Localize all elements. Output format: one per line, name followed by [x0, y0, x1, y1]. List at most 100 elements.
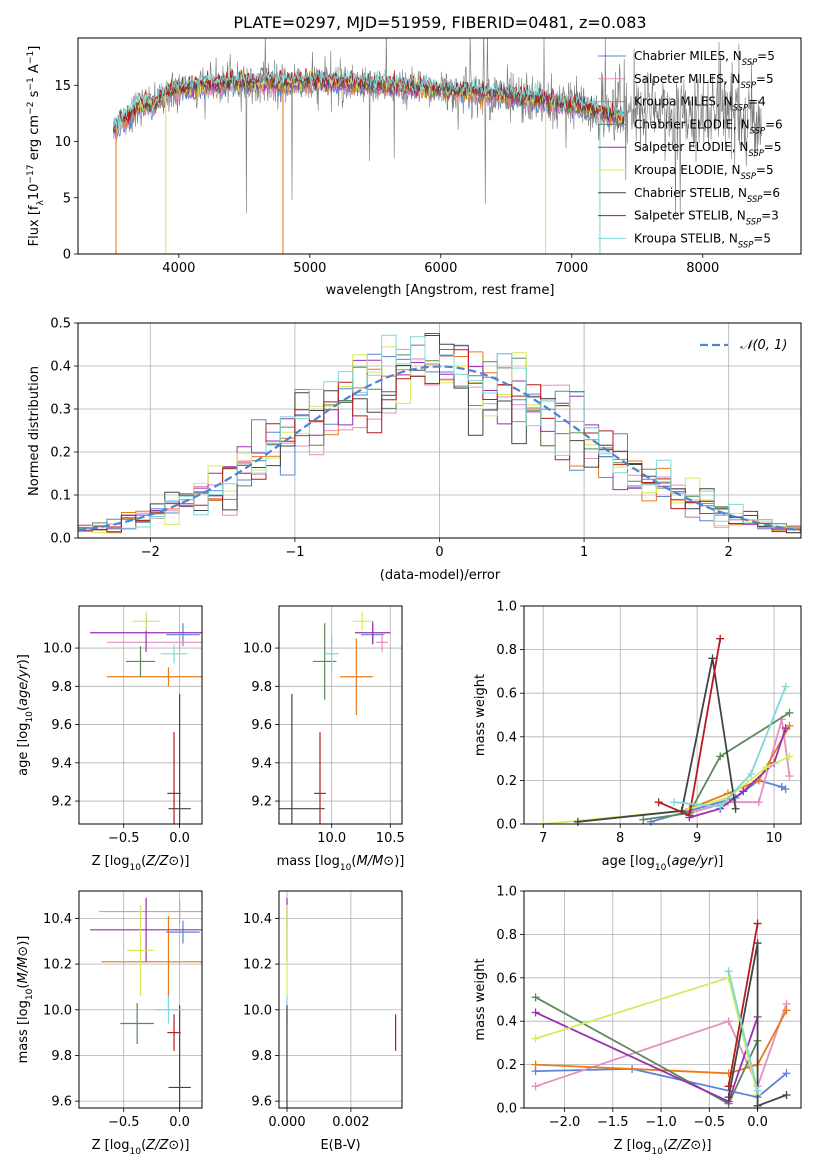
label-part: erg cm	[27, 115, 42, 164]
label-part: age/yr	[16, 663, 31, 706]
label-part: Kroupa MILES, N	[634, 95, 733, 109]
label-part: ]	[184, 854, 189, 869]
x-tick-label: −2	[141, 545, 160, 560]
panel-ylabel: age [log10(age/yr)]	[16, 654, 35, 776]
series-marker-chabrier_elodie	[785, 708, 794, 717]
legend-label: Chabrier ELODIE, NSSP=6	[634, 117, 783, 135]
label-part: age [log	[16, 723, 31, 776]
label-part: =5	[756, 163, 774, 177]
panel-xlabel: E(B-V)	[320, 1138, 360, 1153]
y-tick-label: 10.4	[243, 912, 272, 927]
x-tick-label: 0.002	[332, 1115, 369, 1130]
y-tick-label: 9.6	[251, 1095, 272, 1110]
label-part: 10	[25, 988, 35, 1000]
label-part: Z/Z⊙	[145, 854, 179, 869]
y-tick-label: 10	[54, 135, 71, 150]
label-part: (	[663, 1138, 668, 1153]
panel-ylabel: mass [log10(M/M⊙)]	[16, 936, 35, 1064]
y-tick-label: 10.2	[243, 958, 272, 973]
series-line-kroupa_miles	[535, 1009, 788, 1075]
series-marker-kroupa_stelib	[746, 769, 755, 778]
series-marker-kroupa_elodie	[531, 1034, 540, 1043]
label-part: mass [log	[277, 854, 340, 869]
label-part: s	[27, 90, 42, 101]
x-tick-label: 0.0	[169, 1115, 190, 1130]
y-tick-label: 0.0	[496, 818, 517, 833]
label-part: =5	[753, 231, 771, 245]
x-tick-label: 5000	[293, 261, 326, 276]
axes-frame	[78, 605, 203, 825]
series-marker-chabrier_miles	[782, 1069, 791, 1078]
y-tick-label: 0.1	[50, 489, 71, 504]
label-part: )	[16, 659, 31, 664]
y-tick-label: 9.6	[51, 718, 72, 733]
x-tick-label: 10.5	[376, 831, 405, 846]
y-tick-label: 0.5	[50, 317, 71, 332]
label-part: Chabrier MILES, N	[634, 49, 742, 63]
label-part: −17	[26, 164, 36, 183]
label-part: SSP	[741, 171, 757, 181]
y-tick-label: 0.4	[50, 360, 71, 375]
panel1-ylabel: Flux [fλ10−17 erg cm−2 s−1 A−1]	[26, 46, 46, 247]
y-tick-label: 1.0	[496, 885, 517, 900]
label-part: (	[666, 854, 671, 869]
panel-xlabel: age [log10(age/yr)]	[602, 854, 724, 873]
label-part: λ	[36, 200, 46, 206]
x-tick-label: −0.5	[108, 1115, 140, 1130]
legend-label: Chabrier STELIB, NSSP=6	[634, 186, 780, 204]
label-part: SSP	[733, 103, 749, 113]
panel-xlabel: Z [log10(Z/Z⊙)]	[92, 1138, 190, 1157]
label-part: ]	[718, 854, 723, 869]
series-marker-kroupa_stelib	[753, 1086, 762, 1095]
series-marker-kroupa_miles	[782, 1006, 791, 1015]
label-part: −2	[26, 102, 36, 115]
panel2-xlabel: (data-model)/error	[380, 568, 501, 583]
x-tick-label: 0.0	[747, 1115, 768, 1130]
y-tick-label: 10.0	[243, 1003, 272, 1018]
label-part: 10	[652, 1147, 664, 1157]
panel2-ylabel: Normed distribution	[27, 366, 42, 496]
series-line-chabrier_elodie	[535, 996, 759, 1105]
series-line-chabrier_elodie	[643, 712, 790, 821]
series-marker-kroupa_stelib	[781, 682, 790, 691]
y-tick-label: 0.8	[496, 643, 517, 658]
label-part: Kroupa STELIB, N	[634, 231, 738, 245]
y-tick-label: 9.8	[51, 1049, 72, 1064]
series-marker-chabrier_miles	[781, 785, 790, 794]
label-part: Z/Z⊙	[145, 1138, 179, 1153]
x-tick-label: 6000	[424, 261, 457, 276]
label-part: (	[16, 984, 31, 989]
label-part: 10	[25, 711, 35, 723]
series-marker-salpeter_miles	[754, 798, 763, 807]
series-marker-salpeter_stelib	[654, 798, 663, 807]
y-tick-label: 9.8	[251, 1049, 272, 1064]
y-tick-label: 10.2	[43, 958, 72, 973]
label-part: −1	[26, 51, 36, 64]
label-part: (	[141, 1138, 146, 1153]
panel1-xlabel: wavelength [Angstrom, rest frame]	[326, 283, 555, 298]
label-part: 10	[27, 184, 42, 201]
histogram-salpeter_stelib	[78, 349, 801, 533]
x-tick-label: 10.0	[317, 831, 346, 846]
label-part: A	[27, 64, 42, 77]
y-tick-label: 9.4	[251, 756, 272, 771]
label-part: SSP	[741, 80, 757, 90]
label-part: 10	[130, 1147, 142, 1157]
y-tick-label: 15	[54, 79, 71, 94]
y-tick-label: 0.0	[50, 532, 71, 547]
x-tick-label: 4000	[162, 261, 195, 276]
series-line-kroupa_stelib	[727, 971, 759, 1091]
label-part: M/M⊙	[16, 946, 31, 984]
x-tick-label: −1.0	[645, 1115, 677, 1130]
panel-xlabel: Z [log10(Z/Z⊙)]	[614, 1138, 712, 1157]
series-marker-kroupa_stelib	[670, 798, 679, 807]
label-part: Salpeter MILES, N	[634, 72, 741, 86]
series-marker-chabrier_stelib	[731, 804, 740, 813]
series-marker-salpeter_stelib	[685, 811, 694, 820]
label-part: M/M⊙	[356, 854, 394, 869]
label-part: ]	[399, 854, 404, 869]
y-tick-label: 0.4	[496, 730, 517, 745]
label-part: SSP	[750, 125, 766, 135]
axes-frame	[78, 890, 203, 1109]
